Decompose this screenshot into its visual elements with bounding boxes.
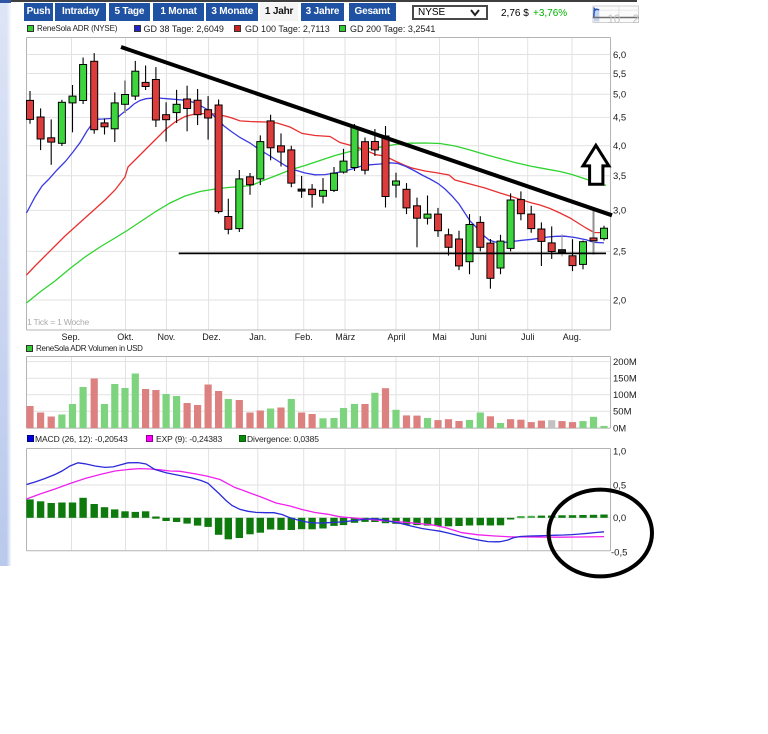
svg-text:50M: 50M xyxy=(613,407,632,418)
svg-text:5,0: 5,0 xyxy=(613,90,626,101)
svg-text:März: März xyxy=(335,332,355,342)
svg-text:5,5: 5,5 xyxy=(613,69,626,80)
svg-text:Feb.: Feb. xyxy=(295,332,313,342)
svg-text:1,0: 1,0 xyxy=(613,447,626,458)
svg-text:10: 10 xyxy=(608,14,621,26)
svg-text:1 Tick = 1 Woche: 1 Tick = 1 Woche xyxy=(27,317,90,327)
svg-text:200M: 200M xyxy=(613,357,637,368)
svg-text:4,0: 4,0 xyxy=(613,141,626,152)
svg-text:0,5: 0,5 xyxy=(613,480,626,491)
svg-text:Aug.: Aug. xyxy=(563,332,582,342)
svg-text:0M: 0M xyxy=(613,423,626,434)
svg-text:0,0: 0,0 xyxy=(613,513,626,524)
svg-text:4,5: 4,5 xyxy=(613,113,626,124)
svg-text:2: 2 xyxy=(633,14,639,26)
svg-text:6,0: 6,0 xyxy=(613,50,626,61)
svg-text:April: April xyxy=(387,332,405,342)
svg-text:2,0: 2,0 xyxy=(613,295,626,306)
svg-text:3,0: 3,0 xyxy=(613,206,626,217)
svg-text:Dez.: Dez. xyxy=(202,332,221,342)
svg-text:Juli: Juli xyxy=(521,332,535,342)
svg-text:Juni: Juni xyxy=(470,332,487,342)
svg-text:Sep.: Sep. xyxy=(62,332,81,342)
svg-text:Mai: Mai xyxy=(432,332,447,342)
svg-text:3,5: 3,5 xyxy=(613,171,626,182)
svg-text:Nov.: Nov. xyxy=(157,332,175,342)
svg-text:100M: 100M xyxy=(613,390,637,401)
svg-text:Okt.: Okt. xyxy=(117,332,134,342)
svg-text:Jan.: Jan. xyxy=(249,332,266,342)
svg-text:2,5: 2,5 xyxy=(613,247,626,258)
svg-text:150M: 150M xyxy=(613,374,637,385)
svg-text:-0,5: -0,5 xyxy=(611,548,627,559)
